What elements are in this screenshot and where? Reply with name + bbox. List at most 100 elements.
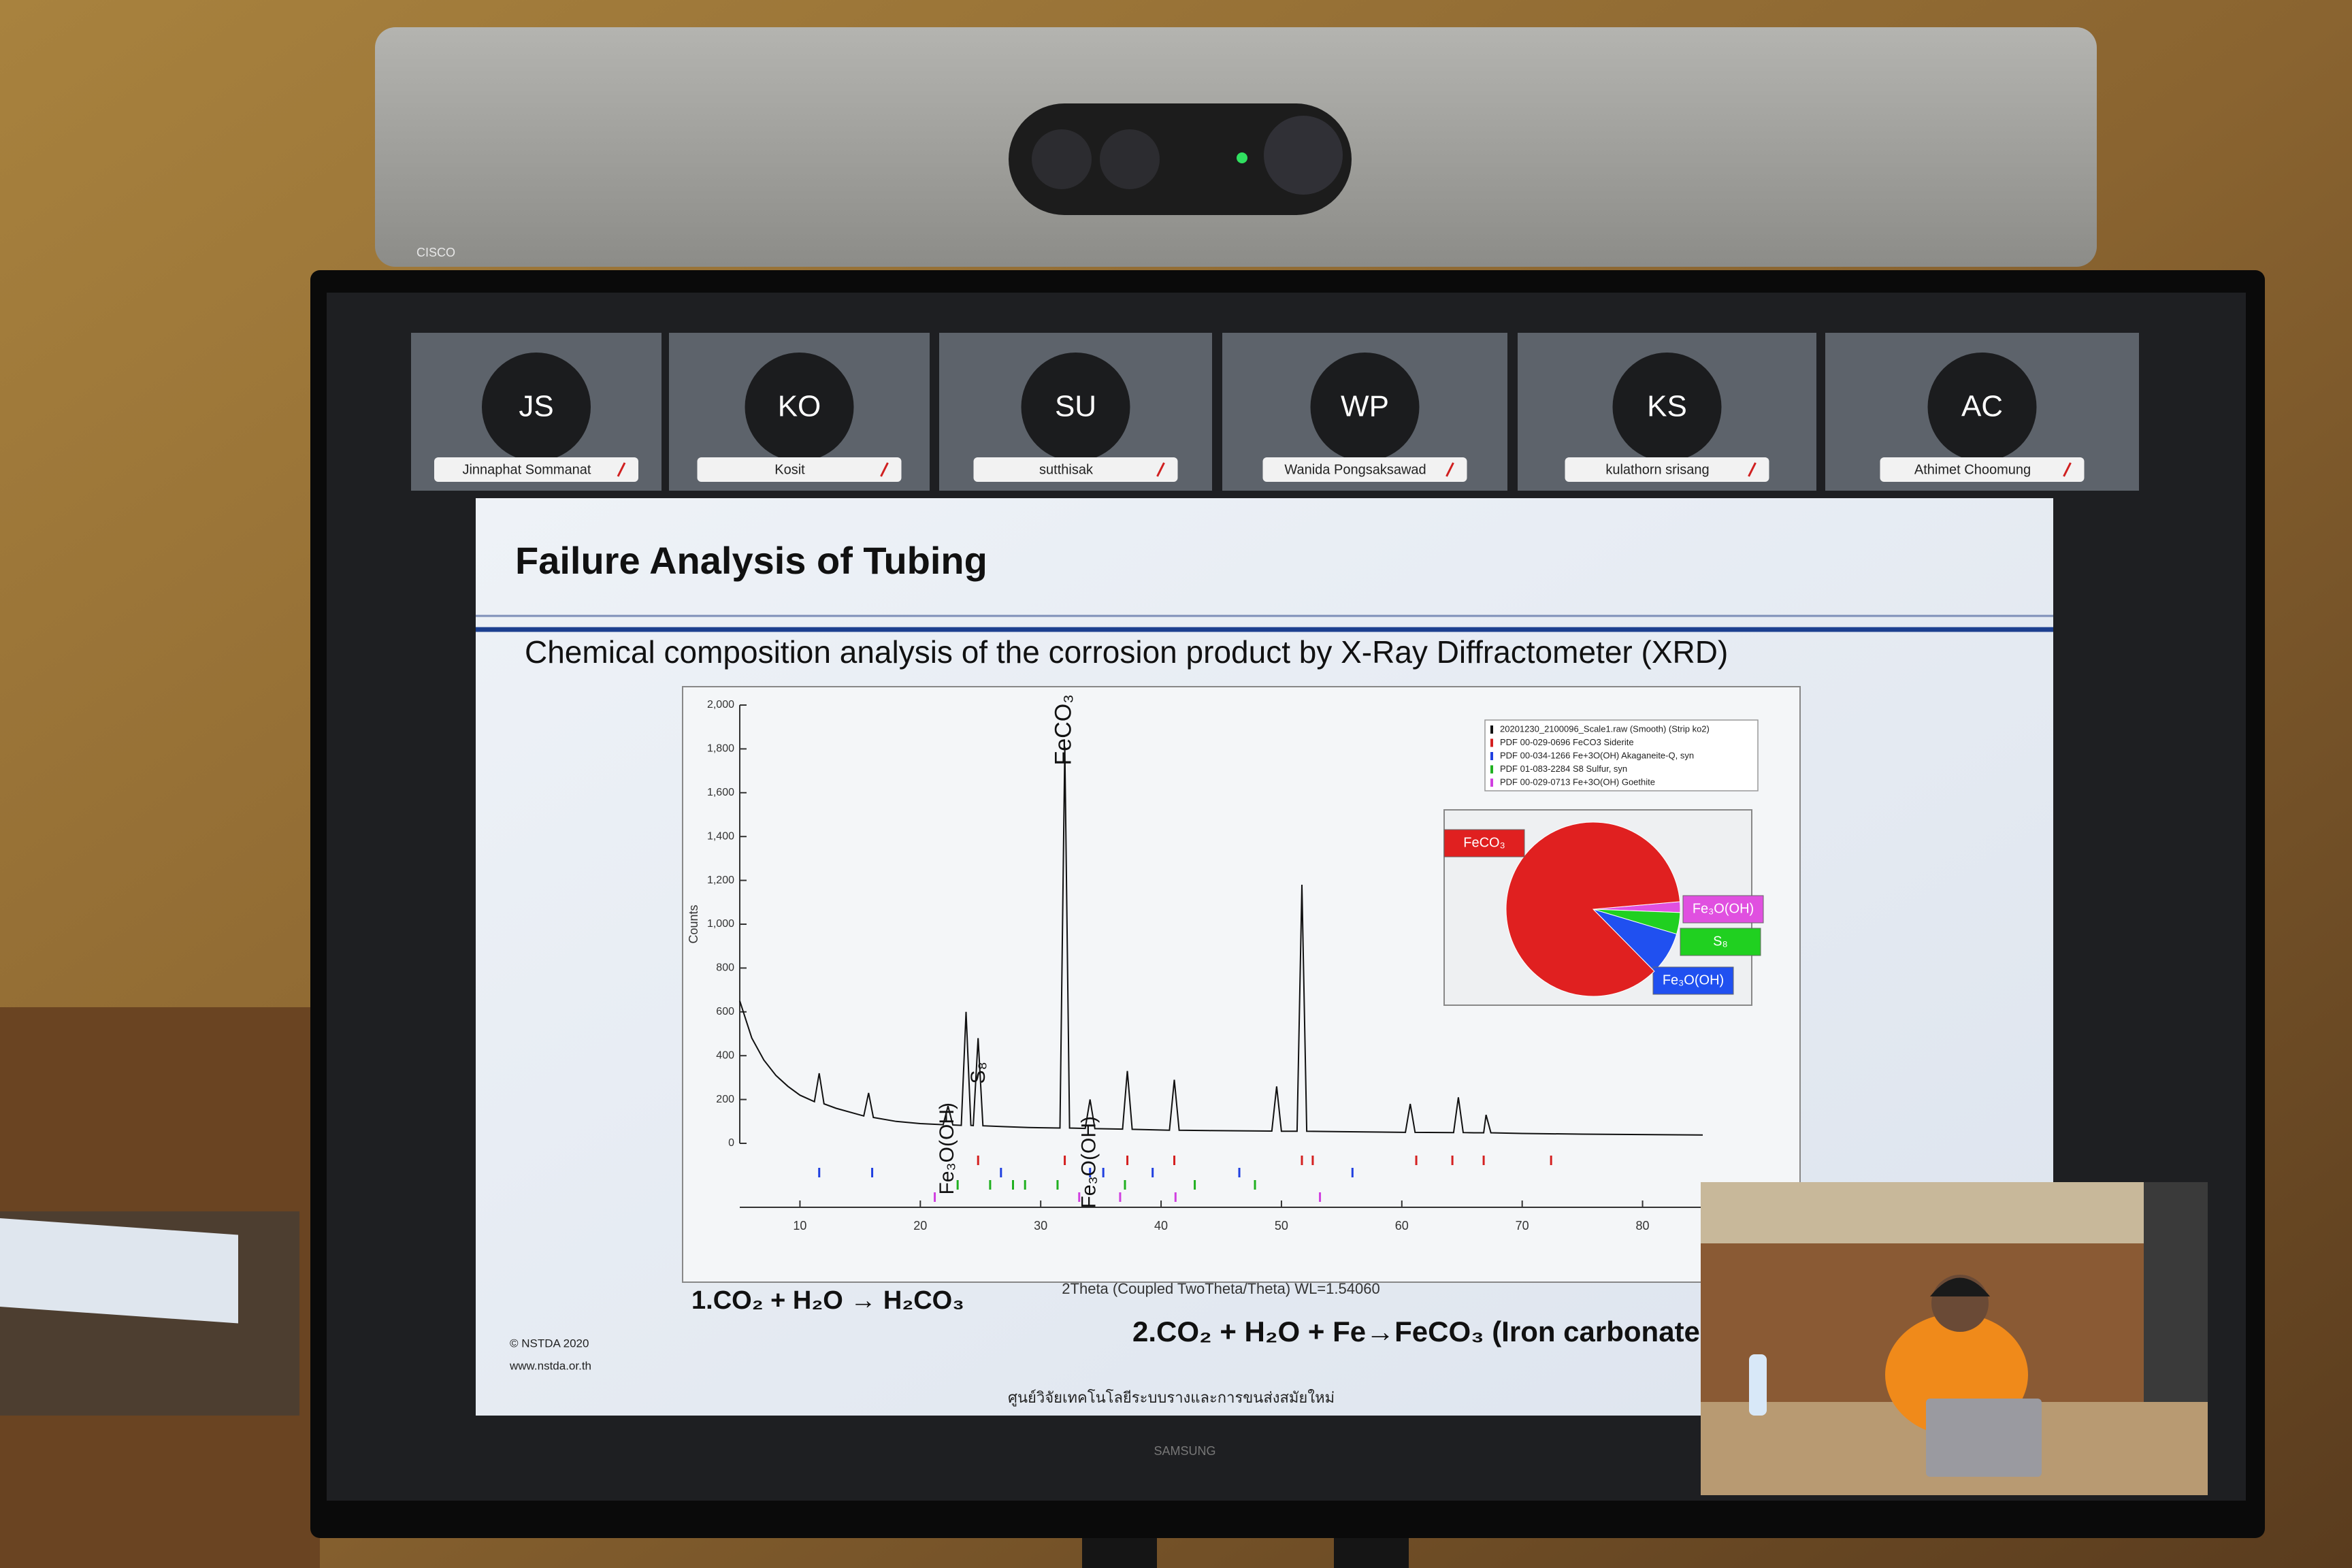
x-tick-label: 70 [1516, 1219, 1529, 1232]
y-tick-label: 400 [716, 1049, 734, 1061]
participant-name: Athimet Choomung [1914, 462, 2031, 477]
name-pill [1880, 457, 2085, 482]
x-axis-label: 2Theta (Coupled TwoTheta/Theta) WL=1.540… [1062, 1280, 1379, 1297]
y-tick-label: 1,600 [707, 787, 734, 798]
y-tick-label: 1,400 [707, 830, 734, 842]
caption: ศูนย์วิจัยเทคโนโลยีระบบรางและการขนส่งสมั… [1008, 1389, 1335, 1407]
xrd-line [739, 747, 1703, 1136]
camera-lens [1264, 116, 1343, 195]
mute-icon [2063, 462, 2072, 477]
xrd-chart: 0 200 400 600 800 1,000 1,200 1,400 1,600 1,800 2,… [687, 694, 1759, 1297]
participant-name: sutthisak [1039, 462, 1094, 477]
mute-icon [617, 462, 626, 477]
y-tick-label: 800 [716, 962, 734, 974]
pie-label: Fe₃O(OH) [1693, 901, 1754, 916]
peak-label: S₈ [967, 1062, 990, 1083]
legend-box [1484, 719, 1759, 791]
self-view [1701, 1182, 2208, 1495]
avatar-initials: SU [1055, 390, 1096, 423]
avatar [1612, 353, 1722, 461]
name-pill [973, 457, 1178, 482]
avatar-initials: KS [1647, 390, 1687, 423]
y-tick-label: 200 [716, 1094, 734, 1105]
bottle [1749, 1354, 1767, 1416]
x-tick-label: 30 [1034, 1219, 1047, 1232]
legend-swatch [1490, 752, 1493, 760]
pie-label: FeCO₃ [1463, 835, 1505, 850]
y-tick-label: 1,200 [707, 875, 734, 886]
pie-label: Fe₃O(OH) [1663, 973, 1724, 987]
legend-swatch [1490, 738, 1493, 747]
pie-label-box [1682, 895, 1764, 924]
avatar [1927, 353, 2037, 461]
name-pill [1262, 457, 1467, 482]
avatar [1021, 353, 1130, 461]
legend-label: 20201230_2100096_Scale1.raw (Smooth) (St… [1500, 723, 1710, 734]
legend-label: PDF 00-034-1266 Fe+3O(OH) Akaganeite-Q, … [1500, 750, 1694, 760]
legend-swatch [1490, 725, 1493, 734]
monitor-brand: SAMSUNG [1154, 1444, 1215, 1458]
x-tick-label: 20 [913, 1219, 927, 1232]
name-pill [697, 457, 902, 482]
equation: 1.CO₂ + H₂O → H₂CO₃ [691, 1286, 964, 1315]
peak-label: Fe₃O(OH) [936, 1102, 958, 1195]
y-tick-label: 1,000 [707, 918, 734, 930]
pie-label: S₈ [1713, 934, 1728, 949]
pie-label-box [1680, 928, 1761, 956]
mute-icon [1156, 462, 1165, 477]
avatar-initials: WP [1341, 390, 1389, 423]
mute-icon [880, 462, 889, 477]
mute-icon [1446, 462, 1454, 477]
website: www.nstda.or.th [509, 1359, 591, 1372]
avatar [745, 353, 854, 461]
pie-slice [1505, 821, 1681, 997]
x-tick-label: 40 [1154, 1219, 1168, 1232]
name-pill [434, 457, 638, 482]
legend-label: PDF 00-029-0696 FeCO3 Siderite [1500, 737, 1634, 747]
pie-chart: Fe₃O(OH) S₈ Fe₃O(OH) FeCO₃ [1443, 821, 1764, 997]
x-tick-label: 80 [1636, 1219, 1650, 1232]
legend-label: PDF 01-083-2284 S8 Sulfur, syn [1500, 764, 1627, 774]
copyright: © NSTDA 2020 [510, 1337, 589, 1350]
y-tick-label: 600 [716, 1006, 734, 1017]
avatar [482, 353, 591, 461]
slide-title: Failure Analysis of Tubing [515, 539, 987, 582]
x-tick-label: 60 [1395, 1219, 1409, 1232]
y-tick-label: 1,800 [707, 743, 734, 755]
pie-label-box [1443, 829, 1525, 858]
participant-name: Kosit [774, 462, 805, 477]
self-view-wall [1701, 1182, 2208, 1243]
avatar-initials: KO [778, 390, 821, 423]
x-tick-label: 10 [793, 1219, 806, 1232]
name-pill [1565, 457, 1769, 482]
legend-label: PDF 00-029-0713 Fe+3O(OH) Goethite [1500, 777, 1655, 787]
participant-name: Jinnaphat Sommanat [462, 462, 591, 477]
camera-lens [1100, 129, 1160, 189]
name-card [0, 1218, 238, 1324]
peak-label: FeCO₃ [1051, 694, 1077, 766]
mute-icon [1748, 462, 1757, 477]
slide-subtitle: Chemical composition analysis of the cor… [525, 634, 1728, 670]
pie-label-box [1652, 966, 1734, 995]
avatar-initials: JS [519, 390, 553, 423]
participant-name: Wanida Pongsaksawad [1284, 462, 1426, 477]
participant-strip: JS Jinnaphat Sommanat KO Kosit SU sutthisak WP… [411, 333, 2139, 491]
camera-led [1237, 152, 1247, 163]
x-tick-label: 50 [1275, 1219, 1288, 1232]
avatar-initials: AC [1961, 390, 2003, 423]
y-tick-label: 0 [728, 1137, 734, 1149]
peak-label: Fe₃O(OH) [1078, 1116, 1100, 1209]
legend-swatch [1490, 779, 1493, 787]
participant-name: kulathorn srisang [1605, 462, 1709, 477]
person-hair [1930, 1277, 1990, 1296]
y-tick-label: 2,000 [707, 699, 734, 710]
camera-lens [1032, 129, 1092, 189]
equation: 2.CO₂ + H₂O + Fe→FeCO₃ (Iron carbonate [1132, 1316, 1700, 1348]
legend-swatch [1490, 765, 1493, 774]
avatar [1310, 353, 1420, 461]
laptop [1926, 1399, 2042, 1477]
camera-brand: CISCO [416, 246, 455, 259]
y-axis-label: Counts [687, 904, 700, 943]
